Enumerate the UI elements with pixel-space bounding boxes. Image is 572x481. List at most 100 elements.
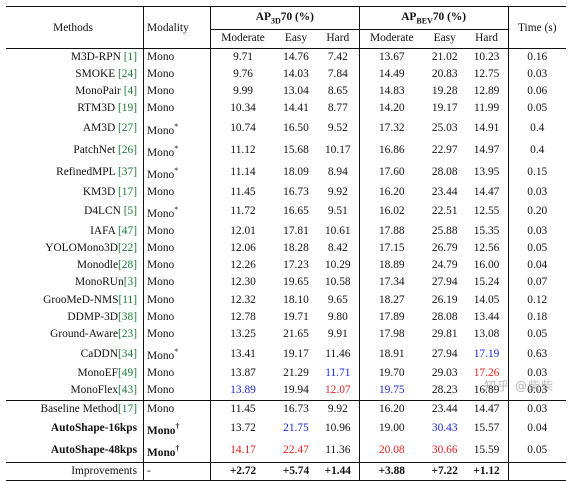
citation-link[interactable]: [3] xyxy=(123,276,137,289)
ap3d-hard-cell: 9.92 xyxy=(327,185,348,198)
apbev-moderate-cell: 16.86 xyxy=(358,139,424,162)
ap3d-easy-cell: 16.50 xyxy=(283,121,309,134)
ap3d-easy-cell: 16.65 xyxy=(283,205,309,218)
col-ap3d: AP3D70 (%) xyxy=(210,6,360,31)
method-name: GrooMeD-NMS xyxy=(43,293,119,306)
method-cell: MonoPair [4] xyxy=(6,83,144,100)
apbev-moderate-cell: 17.98 xyxy=(358,325,424,344)
citation-link[interactable]: [49] xyxy=(118,367,137,380)
apbev-hard-cell: 15.57 xyxy=(473,422,500,435)
apbev-moderate-cell: 17.32 xyxy=(358,117,424,140)
citation-link[interactable]: [23] xyxy=(118,327,137,340)
method-cell: M3D-RPN [1] xyxy=(6,48,144,66)
col-time: Time (s) xyxy=(507,6,566,49)
apbev-hard-cell: 11.99 xyxy=(473,102,500,115)
modality-cell: Mono xyxy=(143,291,211,309)
time-cell: 0.03 xyxy=(507,365,566,383)
table-row: YOLOMono3D[22] Mono 12.06 18.28 8.42 17.15 26.… xyxy=(6,239,566,258)
method-name: MonoFlex xyxy=(70,384,119,397)
citation-link[interactable]: [1] xyxy=(123,50,137,63)
modality-marker: * xyxy=(174,143,179,153)
improvements-label: Improvements xyxy=(71,464,137,477)
table-row: AutoShape-16kps Mono† 13.72 21.75 10.96 19.00… xyxy=(6,417,566,440)
modality-cell: Mono xyxy=(143,382,211,401)
apbev-hard-cell: 16.89 xyxy=(473,384,500,397)
method-cell: RefinedMPL [37] xyxy=(6,162,144,184)
modality-cell: Mono* xyxy=(143,139,211,162)
col-apbev: APBEV70 (%) xyxy=(358,6,508,31)
modality-cell: Mono* xyxy=(143,343,211,366)
header-row-1: Methods Modality AP3D70 (%) APBEV70 (%) … xyxy=(6,6,566,49)
citation-link[interactable]: [19] xyxy=(118,102,137,115)
time-cell: 0.18 xyxy=(507,308,566,326)
modality-value: Mono xyxy=(147,424,176,437)
modality-cell: Mono* xyxy=(143,200,211,223)
citation-link[interactable]: [22] xyxy=(118,241,137,254)
apbev-hard-cell: 12.75 xyxy=(473,67,500,80)
time-cell: 0.03 xyxy=(507,183,566,201)
ap3d-moderate-cell: 10.34 xyxy=(210,100,276,118)
citation-link[interactable]: [27] xyxy=(118,121,137,134)
citation-link[interactable]: [43] xyxy=(118,384,137,397)
citation-link[interactable]: [28] xyxy=(118,259,137,272)
citation-link[interactable]: [26] xyxy=(118,143,137,156)
citation-link[interactable]: [34] xyxy=(118,347,137,360)
ap3d-moderate-cell: 9.71 xyxy=(210,48,276,66)
method-name: Monodle xyxy=(76,259,119,272)
method-cell: Monodle[28] xyxy=(6,257,144,274)
apbev-easy-cell: 23.44 xyxy=(431,402,458,415)
col-bev-hard: Hard xyxy=(475,32,498,45)
apbev-moderate-cell: 14.83 xyxy=(358,83,424,101)
col-bev-easy: Easy xyxy=(433,32,456,45)
apbev-hard-cell: 14.05 xyxy=(473,293,500,306)
time-cell: 0.03 xyxy=(507,65,566,84)
method-name: D4LCN xyxy=(84,205,124,218)
apbev-moderate-cell: 17.89 xyxy=(358,308,424,326)
time-cell: 0.15 xyxy=(507,161,566,184)
method-name: Baseline Method xyxy=(40,402,119,415)
time-cell: 0.20 xyxy=(507,200,566,223)
ap3d-moderate-cell: 12.01 xyxy=(210,222,276,240)
table-row: MonoRUn[3] Mono 12.30 19.65 10.58 17.34 27.94 1… xyxy=(6,274,566,292)
citation-link[interactable]: [17] xyxy=(118,402,137,415)
col-bev-moderate: Moderate xyxy=(358,29,424,49)
time-cell: 0.05 xyxy=(507,325,566,344)
table-row: KM3D [17] Mono 11.45 16.73 9.92 16.20 23.44 14.… xyxy=(6,183,566,201)
ap3d-easy-cell: 19.94 xyxy=(283,384,309,397)
method-cell: YOLOMono3D[22] xyxy=(6,240,144,257)
improvement-apbev-moderate: +3.88 xyxy=(358,462,424,481)
apbev-moderate-cell: 18.91 xyxy=(358,343,424,366)
ap3d-easy-cell: 14.03 xyxy=(283,67,309,80)
method-cell: Baseline Method[17] xyxy=(6,400,144,418)
apbev-moderate-cell: 18.89 xyxy=(358,257,424,275)
ap3d-hard-cell: 11.71 xyxy=(325,367,351,380)
results-table-container: Methods Modality AP3D70 (%) APBEV70 (%) … xyxy=(6,6,566,481)
modality-value: Mono xyxy=(147,327,175,340)
citation-link[interactable]: [47] xyxy=(118,224,137,237)
apbev-easy-cell: 29.03 xyxy=(431,367,458,380)
ap3d-moderate-cell: 12.78 xyxy=(210,308,276,326)
method-name: Ground-Aware xyxy=(50,327,119,340)
ap3d-hard-cell: 8.65 xyxy=(327,85,348,98)
ap3d-easy-cell: 13.04 xyxy=(283,85,309,98)
citation-link[interactable]: [5] xyxy=(123,205,137,218)
method-name: CaDDN xyxy=(80,347,119,360)
time-cell: 0.4 xyxy=(507,117,566,140)
citation-link[interactable]: [38] xyxy=(118,310,137,323)
ap3d-hard-cell: 8.42 xyxy=(327,241,348,254)
modality-cell: Mono xyxy=(143,100,211,118)
apbev-easy-cell: 24.79 xyxy=(431,259,458,272)
citation-link[interactable]: [11] xyxy=(118,293,137,306)
time-cell: 0.05 xyxy=(507,100,566,118)
citation-link[interactable]: [24] xyxy=(118,67,137,80)
citation-link[interactable]: [37] xyxy=(118,165,137,178)
citation-link[interactable]: [17] xyxy=(118,185,137,198)
modality-value: Mono xyxy=(147,224,175,237)
method-name: DDMP-3D xyxy=(67,310,119,323)
modality-cell: Mono xyxy=(143,65,211,84)
ap3d-easy-cell: 17.81 xyxy=(283,224,309,237)
method-cell: IAFA [47] xyxy=(6,223,144,240)
citation-link[interactable]: [4] xyxy=(123,85,137,98)
apbev-moderate-cell: 18.27 xyxy=(358,291,424,309)
modality-cell: Mono xyxy=(143,325,211,344)
